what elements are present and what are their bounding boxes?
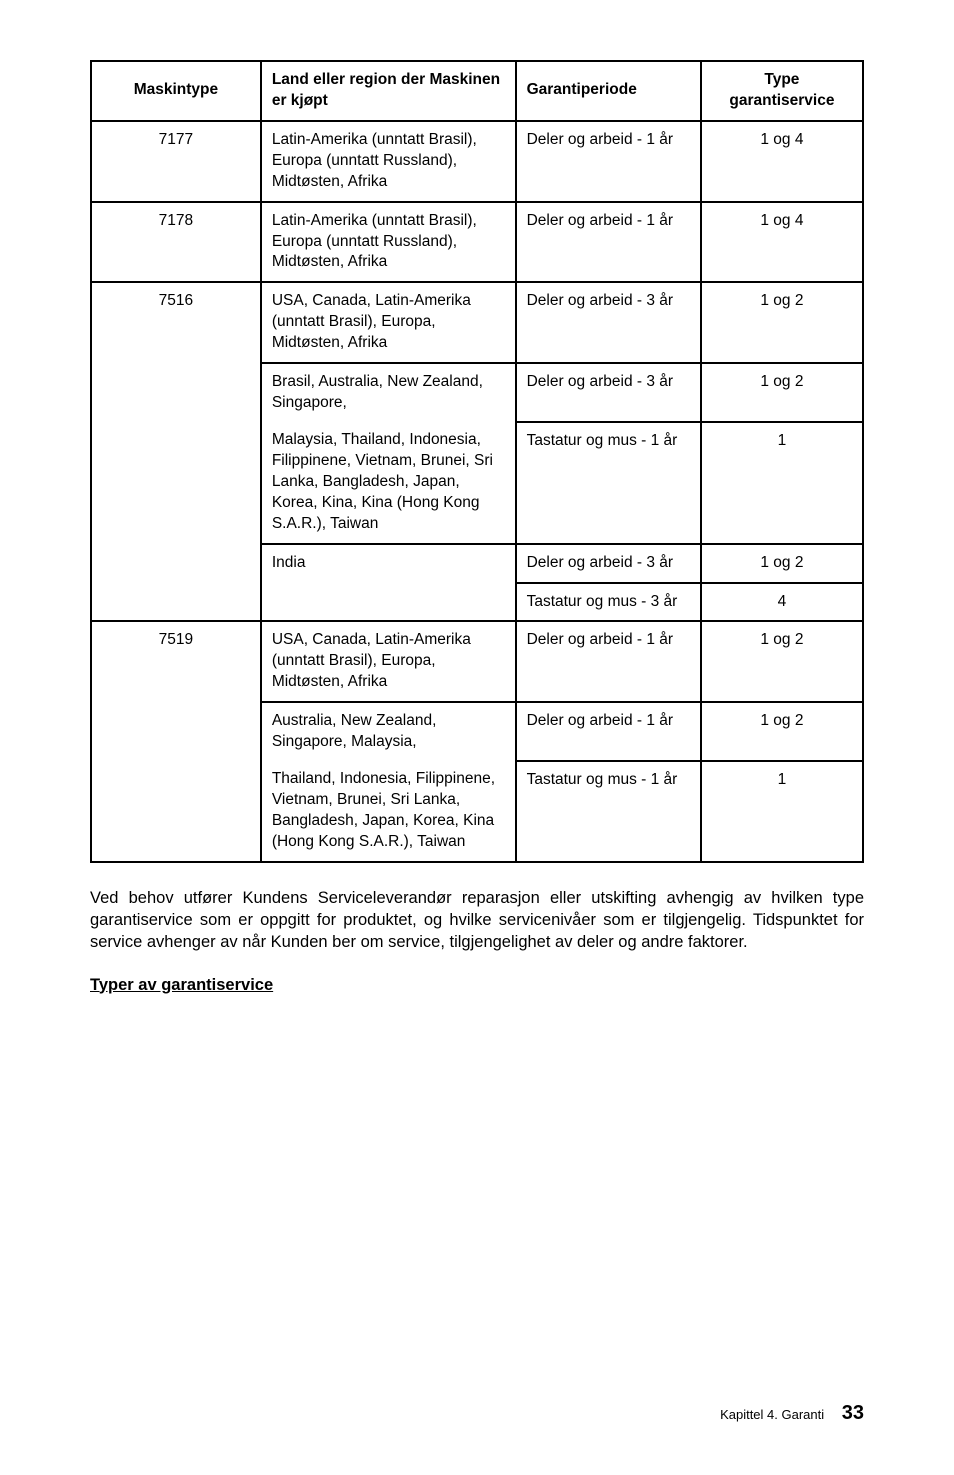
cell-region: India (261, 544, 516, 622)
footer-chapter: Kapittel 4. Garanti (720, 1407, 824, 1422)
footer-page-number: 33 (842, 1402, 864, 1424)
cell-machine-type: 7178 (91, 202, 261, 283)
cell-service: 1 og 2 (701, 363, 863, 422)
cell-service: 1 og 4 (701, 121, 863, 202)
cell-service: 4 (701, 583, 863, 622)
table-row: 7516 USA, Canada, Latin-Amerika (unntatt… (91, 282, 863, 363)
cell-machine-type: 7177 (91, 121, 261, 202)
cell-service: 1 og 2 (701, 282, 863, 363)
cell-service: 1 og 2 (701, 544, 863, 583)
table-row: 7178 Latin-Amerika (unntatt Brasil), Eur… (91, 202, 863, 283)
header-machine-type: Maskintype (91, 61, 261, 121)
cell-region: Brasil, Australia, New Zealand, Singapor… (261, 363, 516, 422)
page-footer: Kapittel 4. Garanti 33 (720, 1402, 864, 1425)
cell-period: Deler og arbeid - 3 år (516, 544, 701, 583)
header-country-region: Land eller region der Maskinen er kjøpt (261, 61, 516, 121)
header-service-type: Type garantiservice (701, 61, 863, 121)
cell-period: Deler og arbeid - 1 år (516, 121, 701, 202)
table-row: 7177 Latin-Amerika (unntatt Brasil), Eur… (91, 121, 863, 202)
section-heading: Typer av garantiservice (90, 976, 864, 995)
page-container: Maskintype Land eller region der Maskine… (0, 0, 954, 1475)
table-row: 7519 USA, Canada, Latin-Amerika (unntatt… (91, 621, 863, 702)
body-paragraph: Ved behov utfører Kundens Serviceleveran… (90, 887, 864, 954)
cell-service: 1 og 4 (701, 202, 863, 283)
cell-service: 1 (701, 422, 863, 544)
table-header-row: Maskintype Land eller region der Maskine… (91, 61, 863, 121)
cell-period: Tastatur og mus - 1 år (516, 761, 701, 862)
cell-period: Deler og arbeid - 1 år (516, 202, 701, 283)
cell-machine-type: 7516 (91, 282, 261, 621)
cell-period: Tastatur og mus - 1 år (516, 422, 701, 544)
cell-period: Deler og arbeid - 1 år (516, 702, 701, 761)
cell-region: Latin-Amerika (unntatt Brasil), Europa (… (261, 121, 516, 202)
cell-service: 1 og 2 (701, 621, 863, 702)
cell-region: Australia, New Zealand, Singapore, Malay… (261, 702, 516, 761)
cell-period: Deler og arbeid - 3 år (516, 282, 701, 363)
cell-region: USA, Canada, Latin-Amerika (unntatt Bras… (261, 621, 516, 702)
cell-region: USA, Canada, Latin-Amerika (unntatt Bras… (261, 282, 516, 363)
cell-service: 1 (701, 761, 863, 862)
cell-period: Deler og arbeid - 3 år (516, 363, 701, 422)
cell-region: Latin-Amerika (unntatt Brasil), Europa (… (261, 202, 516, 283)
cell-period: Deler og arbeid - 1 år (516, 621, 701, 702)
cell-period: Tastatur og mus - 3 år (516, 583, 701, 622)
cell-machine-type: 7519 (91, 621, 261, 861)
cell-service: 1 og 2 (701, 702, 863, 761)
cell-region: Thailand, Indonesia, Filippinene, Vietna… (261, 761, 516, 862)
cell-region: Malaysia, Thailand, Indonesia, Filippine… (261, 422, 516, 544)
header-warranty-period: Garantiperiode (516, 61, 701, 121)
warranty-table: Maskintype Land eller region der Maskine… (90, 60, 864, 863)
